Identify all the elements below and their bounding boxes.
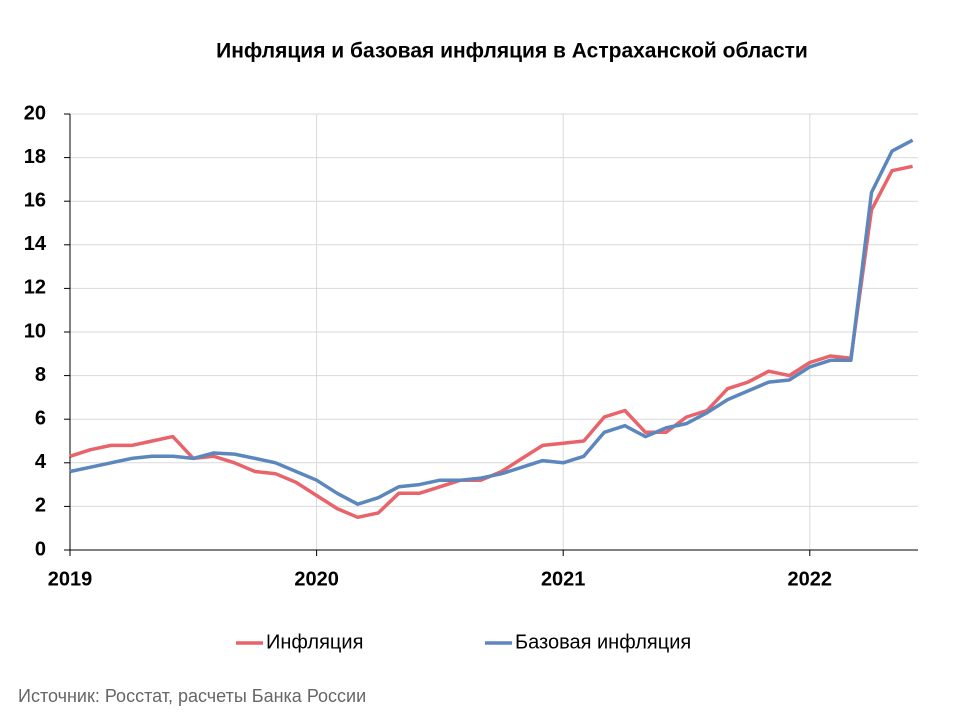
- y-tick-label: 14: [24, 233, 47, 255]
- chart-title: Инфляция и базовая инфляция в Астраханск…: [216, 40, 808, 63]
- y-tick-label: 2: [35, 495, 46, 517]
- series-line: [69, 164, 913, 520]
- y-tick-label: 20: [24, 102, 46, 124]
- y-tick-label: 12: [24, 277, 46, 299]
- source-note: Источник: Росстат, расчеты Банка России: [18, 686, 366, 706]
- x-tick-label: 2020: [294, 568, 339, 590]
- y-tick-label: 16: [24, 189, 46, 211]
- y-tick-label: 0: [35, 538, 46, 560]
- legend-label: Инфляция: [266, 631, 363, 653]
- y-tick-label: 10: [24, 320, 46, 342]
- x-tick-label: 2019: [48, 568, 93, 590]
- y-tick-label: 18: [24, 146, 46, 168]
- y-tick-label: 6: [35, 407, 46, 429]
- x-tick-label: 2021: [541, 568, 586, 590]
- y-tick-label: 4: [35, 451, 47, 473]
- legend-label: Базовая инфляция: [515, 631, 691, 653]
- series-line: [69, 138, 914, 506]
- x-tick-label: 2022: [788, 568, 833, 590]
- y-tick-label: 8: [35, 364, 46, 386]
